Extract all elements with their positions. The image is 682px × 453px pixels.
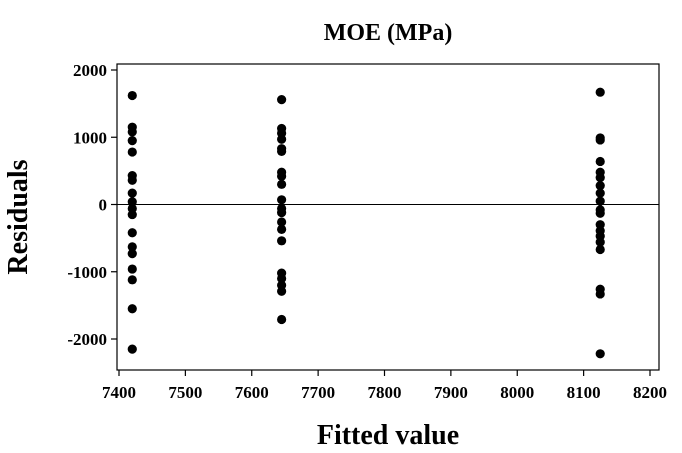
chart-title: MOE (MPa)	[324, 20, 453, 46]
data-point	[277, 314, 287, 325]
data-point	[595, 87, 605, 97]
data-point	[595, 208, 605, 218]
data-point	[595, 196, 605, 206]
data-point	[127, 228, 137, 238]
data-point	[127, 197, 137, 207]
data-point	[127, 209, 137, 220]
data-point	[127, 242, 137, 252]
plot-frame	[116, 63, 660, 371]
data-point	[127, 275, 137, 285]
x-tick-label: 7800	[368, 383, 402, 402]
x-axis: 7400 7500 7600 7700 7800 7900 8000 8100 8200	[102, 370, 667, 402]
data-point	[277, 94, 287, 105]
data-point	[277, 195, 287, 205]
data-point	[595, 181, 605, 191]
data-point	[127, 127, 137, 137]
data-point	[595, 188, 605, 198]
data-point	[595, 156, 605, 167]
data-point	[127, 175, 137, 185]
data-point	[277, 273, 287, 284]
y-tick-label: -2000	[67, 330, 107, 349]
data-point	[277, 217, 287, 227]
x-tick-label: 7900	[434, 383, 468, 402]
data-point	[127, 147, 137, 157]
x-tick-label: 8000	[500, 383, 534, 402]
data-point	[127, 90, 137, 101]
data-point	[277, 179, 287, 189]
x-tick-label: 7500	[168, 383, 202, 402]
x-tick-label: 7600	[235, 383, 269, 402]
y-axis: -2000 -1000 0 1000 2000	[67, 61, 117, 349]
x-axis-label: Fitted value	[317, 420, 459, 451]
data-point	[127, 264, 137, 274]
data-point	[277, 146, 287, 156]
x-tick-label: 8200	[633, 383, 667, 402]
y-axis-label: Residuals	[3, 159, 34, 274]
x-tick-label: 7400	[102, 383, 136, 402]
y-tick-label: 0	[99, 196, 108, 215]
data-point	[595, 349, 605, 359]
data-point	[127, 188, 137, 198]
y-tick-label: -1000	[67, 263, 107, 282]
data-point	[277, 134, 287, 144]
data-point	[277, 207, 287, 218]
data-point	[595, 244, 605, 255]
data-point	[595, 289, 605, 299]
data-point	[277, 171, 287, 181]
data-point	[595, 173, 605, 183]
data-point	[595, 135, 605, 145]
data-point	[277, 286, 287, 296]
y-tick-label: 2000	[73, 61, 107, 80]
x-tick-label: 8100	[567, 383, 601, 402]
data-point	[277, 224, 287, 234]
y-tick-label: 1000	[73, 128, 107, 147]
data-point	[127, 344, 137, 354]
data-point	[127, 248, 137, 259]
data-point	[595, 237, 605, 247]
data-point	[277, 236, 287, 246]
data-point	[127, 136, 137, 146]
data-points	[127, 87, 605, 359]
data-point	[127, 304, 137, 314]
x-tick-label: 7700	[301, 383, 335, 402]
